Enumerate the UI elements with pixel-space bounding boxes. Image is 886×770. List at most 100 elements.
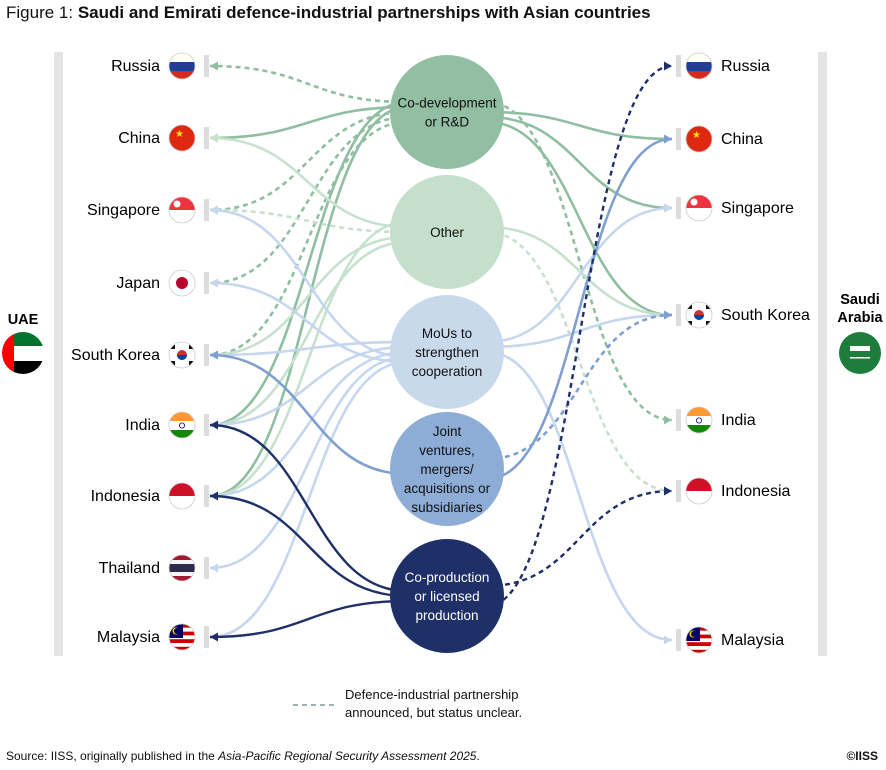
flag-india-icon xyxy=(685,406,713,434)
uae-country-malaysia: Malaysia xyxy=(97,623,209,651)
country-label: India xyxy=(721,412,756,429)
arrowhead-coprod-uae-malaysia xyxy=(210,632,218,642)
saudi-country-southkorea: South Korea xyxy=(676,301,810,329)
country-label: India xyxy=(125,417,160,434)
arrowhead-coprod-uae-india xyxy=(210,420,218,430)
link-coprod-saudi-indonesia xyxy=(486,489,673,588)
country-label: Singapore xyxy=(721,200,794,217)
uae-country-japan: Japan xyxy=(116,269,209,297)
link-codev-uae-singapore xyxy=(209,110,408,212)
flag-malaysia-icon xyxy=(168,623,196,651)
link-codev-uae-southkorea xyxy=(209,120,408,357)
flag-southkorea-icon xyxy=(168,341,196,369)
legend-line-1: Defence-industrial partnership xyxy=(345,687,519,702)
link-other-uae-china xyxy=(209,136,408,229)
copyright: ©IISS xyxy=(846,749,878,763)
link-codev-saudi-india xyxy=(486,100,673,422)
country-label: China xyxy=(721,131,763,148)
link-coprod-uae-malaysia xyxy=(209,599,408,639)
link-mou-saudi-singapore xyxy=(486,206,673,344)
flag-thailand-icon xyxy=(168,554,196,582)
hub-jv-label-line: ventures, xyxy=(419,443,475,458)
arrowhead-coprod-saudi-russia xyxy=(664,61,672,71)
source-note: Source: IISS, originally published in th… xyxy=(6,749,480,763)
hub-jv-circle xyxy=(390,412,504,526)
flag-malaysia-icon xyxy=(685,626,713,654)
svg-text:★: ★ xyxy=(692,130,701,141)
link-mou-saudi-malaysia xyxy=(486,350,673,642)
hub-jv-label-line: acquisitions or xyxy=(404,481,491,496)
connector-tick xyxy=(204,127,209,149)
connector-tick xyxy=(204,485,209,507)
country-label: Japan xyxy=(116,275,160,292)
arrowhead-jv-saudi-china xyxy=(664,134,672,144)
hub-jv-label-line: Joint xyxy=(433,424,462,439)
country-label: China xyxy=(118,130,160,147)
link-codev-saudi-china xyxy=(486,110,673,141)
link-other-saudi-southkorea xyxy=(486,225,673,317)
hub-codev: Co-development or R&D xyxy=(390,55,504,169)
flag-indonesia-icon xyxy=(168,482,196,510)
hub-other: Other xyxy=(390,175,504,289)
hub-coprod-label-line: Co-production xyxy=(405,570,490,585)
link-mou-uae-southkorea xyxy=(209,340,408,357)
country-label: Thailand xyxy=(99,560,160,577)
saudi-country-china: ★ China xyxy=(676,125,763,153)
flag-singapore-icon xyxy=(168,196,196,224)
arrowhead-coprod-saudi-indonesia xyxy=(664,486,672,496)
hub-jv: Joint ventures, mergers/acquisitions or sub… xyxy=(390,412,504,526)
link-coprod-saudi-russia xyxy=(486,64,673,608)
hub-jv-label-line: subsidiaries xyxy=(411,500,483,515)
connector-tick xyxy=(204,55,209,77)
hub-jv-label-line: mergers/ xyxy=(420,462,474,477)
country-label: Malaysia xyxy=(97,629,160,646)
hub-coprod-label-line: or licensed xyxy=(414,589,479,604)
figure-heading: Saudi and Emirati defence-industrial par… xyxy=(77,3,651,22)
connector-tick xyxy=(204,272,209,294)
saudi-country-malaysia: Malaysia xyxy=(676,626,784,654)
link-codev-saudi-southkorea xyxy=(486,120,673,317)
flag-singapore-icon xyxy=(685,194,713,222)
group-uae-label: UAE xyxy=(8,312,39,328)
source-publication: Asia-Pacific Regional Security Assessmen… xyxy=(218,749,477,763)
hub-mou-label-line: cooperation xyxy=(412,364,483,379)
connector-tick xyxy=(676,304,681,326)
flag-russia-icon xyxy=(685,52,713,80)
arrowhead-other-uae-china xyxy=(210,133,218,143)
link-other-saudi-indonesia xyxy=(486,230,673,493)
arrowhead-mou-uae-thailand xyxy=(210,563,218,573)
saudi-country-indonesia: Indonesia xyxy=(676,477,790,505)
link-other-uae-southkorea xyxy=(209,235,408,357)
uae-country-singapore: Singapore xyxy=(87,196,209,224)
uae-country-russia: Russia xyxy=(111,52,209,80)
link-codev-saudi-singapore xyxy=(486,115,673,210)
link-coprod-uae-indonesia xyxy=(209,494,408,598)
hub-other-circle xyxy=(390,175,504,289)
link-jv-saudi-china xyxy=(486,137,673,481)
country-label: Malaysia xyxy=(721,632,784,649)
link-codev-uae-indonesia xyxy=(209,105,408,498)
group-saudi-label-line2: Arabia xyxy=(837,310,883,326)
link-codev-uae-india xyxy=(209,100,408,427)
connector-tick xyxy=(676,409,681,431)
group-uae: UAE xyxy=(2,312,44,374)
hub-mou-circle xyxy=(390,295,504,409)
hub-other-label-line: Other xyxy=(430,225,464,240)
flag-southkorea-icon xyxy=(685,301,713,329)
country-label: Indonesia xyxy=(91,488,160,505)
link-codev-uae-china xyxy=(209,105,408,140)
uae-country-thailand: Thailand xyxy=(99,554,209,582)
country-label: Russia xyxy=(721,58,770,75)
hub-codev-label-line: or R&D xyxy=(425,115,470,130)
arrowhead-jv-saudi-southkorea xyxy=(664,310,672,320)
flag-india-icon xyxy=(168,411,196,439)
uae-country-southkorea: South Korea xyxy=(71,341,209,369)
country-label: Singapore xyxy=(87,202,160,219)
link-mou-uae-indonesia xyxy=(209,350,408,498)
link-jv-uae-southkorea xyxy=(209,353,408,476)
uae-country-india: India xyxy=(125,411,209,439)
flag-china-icon: ★ xyxy=(168,124,196,152)
flag-japan-icon xyxy=(168,269,196,297)
connector-tick xyxy=(676,197,681,219)
